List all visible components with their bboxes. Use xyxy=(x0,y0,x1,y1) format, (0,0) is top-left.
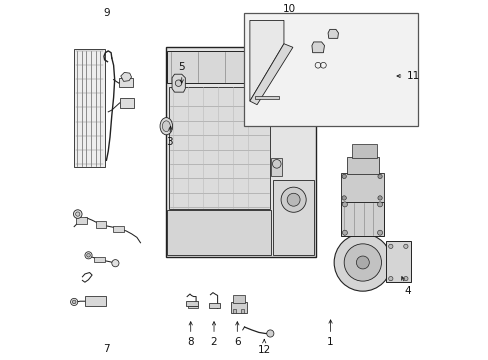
Text: 7: 7 xyxy=(103,344,109,354)
Text: 1: 1 xyxy=(326,320,333,347)
Bar xyxy=(187,306,198,309)
Polygon shape xyxy=(208,303,220,309)
Bar xyxy=(120,98,134,108)
Bar xyxy=(240,310,244,313)
Circle shape xyxy=(341,174,346,179)
Bar xyxy=(232,310,236,313)
Bar xyxy=(74,49,104,167)
Bar xyxy=(167,211,271,255)
Bar xyxy=(230,302,246,314)
Circle shape xyxy=(344,244,381,281)
Text: 3: 3 xyxy=(165,126,172,147)
Polygon shape xyxy=(165,47,316,257)
Circle shape xyxy=(403,276,407,281)
Polygon shape xyxy=(121,72,131,81)
Circle shape xyxy=(76,212,80,216)
Text: 9: 9 xyxy=(103,8,109,18)
Text: 5: 5 xyxy=(178,62,184,83)
Polygon shape xyxy=(311,42,324,53)
Circle shape xyxy=(377,174,382,179)
Circle shape xyxy=(333,234,391,291)
Circle shape xyxy=(286,193,300,206)
Bar xyxy=(167,51,314,83)
Circle shape xyxy=(86,253,90,257)
Circle shape xyxy=(342,202,346,207)
Circle shape xyxy=(341,196,346,200)
Polygon shape xyxy=(249,21,284,101)
Circle shape xyxy=(175,80,182,86)
Polygon shape xyxy=(142,13,414,336)
Circle shape xyxy=(388,244,392,248)
Bar xyxy=(69,17,147,180)
Polygon shape xyxy=(172,74,185,92)
Circle shape xyxy=(281,187,305,212)
Bar xyxy=(119,78,133,87)
Ellipse shape xyxy=(162,121,170,132)
Text: 12: 12 xyxy=(257,339,270,355)
Bar xyxy=(255,96,278,99)
Circle shape xyxy=(73,210,82,219)
Circle shape xyxy=(377,230,382,235)
Polygon shape xyxy=(113,226,123,232)
Polygon shape xyxy=(186,301,198,306)
Circle shape xyxy=(266,330,273,337)
Text: 8: 8 xyxy=(187,322,194,347)
Bar xyxy=(244,13,418,126)
Bar xyxy=(232,296,244,303)
Circle shape xyxy=(342,230,346,235)
Bar xyxy=(271,158,282,176)
Bar xyxy=(85,296,106,306)
Polygon shape xyxy=(76,217,86,224)
Circle shape xyxy=(356,256,368,269)
Circle shape xyxy=(377,202,382,207)
Circle shape xyxy=(72,300,76,304)
Polygon shape xyxy=(327,30,338,39)
Bar xyxy=(273,180,314,255)
Bar xyxy=(341,173,384,202)
Polygon shape xyxy=(96,221,106,228)
Polygon shape xyxy=(94,257,104,262)
Text: 6: 6 xyxy=(234,322,240,347)
Bar xyxy=(69,189,147,347)
Bar xyxy=(386,241,410,282)
Bar xyxy=(341,202,384,235)
Text: 11: 11 xyxy=(396,71,419,81)
Circle shape xyxy=(403,244,407,248)
Circle shape xyxy=(272,159,281,168)
Circle shape xyxy=(377,196,382,200)
Bar xyxy=(169,87,269,209)
Circle shape xyxy=(70,298,78,306)
Text: 2: 2 xyxy=(210,322,217,347)
Ellipse shape xyxy=(160,118,172,135)
Bar xyxy=(351,144,376,158)
Circle shape xyxy=(85,252,92,259)
Text: 4: 4 xyxy=(401,276,410,296)
Polygon shape xyxy=(249,44,292,105)
Circle shape xyxy=(112,260,119,267)
Bar xyxy=(346,157,378,174)
Text: 10: 10 xyxy=(282,4,295,14)
Circle shape xyxy=(388,276,392,281)
